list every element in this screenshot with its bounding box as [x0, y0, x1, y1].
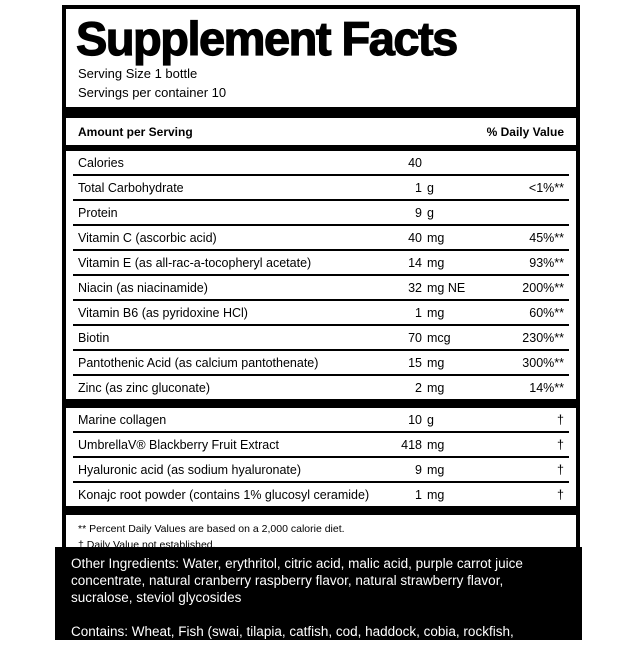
- nutrient-name: Vitamin C (ascorbic acid): [78, 230, 217, 245]
- table-header: Amount per Serving % Daily Value: [66, 118, 576, 145]
- nutrient-unit: g: [427, 205, 434, 220]
- table-row: Vitamin C (ascorbic acid) 40 mg 45%**: [73, 226, 569, 251]
- main-nutrients-table: Calories 40 Total Carbohydrate 1 g <1%**…: [73, 151, 569, 399]
- supplement-facts-panel: Supplement Facts Serving Size 1 bottle S…: [62, 5, 580, 563]
- ingredient-name: UmbrellaV® Blackberry Fruit Extract: [78, 437, 279, 452]
- nutrient-value: 40: [408, 155, 422, 170]
- nutrient-value: 14: [408, 255, 422, 270]
- nutrient-name: Biotin: [78, 330, 110, 345]
- ingredient-unit: mg: [427, 487, 445, 502]
- footnote-daily-values: ** Percent Daily Values are based on a 2…: [78, 523, 345, 535]
- divider-thick: [66, 506, 576, 515]
- divider-thick: [66, 107, 576, 118]
- blend-ingredients-table: Marine collagen 10 g † UmbrellaV® Blackb…: [73, 408, 569, 506]
- nutrient-name: Protein: [78, 205, 118, 220]
- table-row: Total Carbohydrate 1 g <1%**: [73, 176, 569, 201]
- nutrient-name: Vitamin E (as all-rac-a-tocopheryl aceta…: [78, 255, 312, 270]
- nutrient-daily-value: 300%**: [522, 355, 564, 370]
- nutrient-unit: mcg: [427, 330, 451, 345]
- nutrient-value: 1: [415, 305, 422, 320]
- nutrient-unit: mg: [427, 380, 445, 395]
- ingredient-value: 418: [401, 437, 422, 452]
- nutrient-value: 15: [408, 355, 422, 370]
- table-row: Biotin 70 mcg 230%**: [73, 326, 569, 351]
- ingredient-name: Marine collagen: [78, 412, 167, 427]
- nutrient-name: Zinc (as zinc gluconate): [78, 380, 211, 395]
- nutrient-daily-value: 60%**: [529, 305, 564, 320]
- nutrient-daily-value: 230%**: [522, 330, 564, 345]
- nutrient-value: 2: [415, 380, 422, 395]
- nutrient-unit: g: [427, 180, 434, 195]
- servings-per-container: Servings per container 10: [78, 85, 227, 100]
- ingredient-unit: mg: [427, 462, 445, 477]
- nutrient-daily-value: 93%**: [529, 255, 564, 270]
- table-row: UmbrellaV® Blackberry Fruit Extract 418 …: [73, 433, 569, 458]
- nutrient-daily-value: <1%**: [528, 180, 564, 195]
- column-percent-daily-value: % Daily Value: [486, 125, 564, 139]
- nutrient-name: Pantothenic Acid (as calcium pantothenat…: [78, 355, 319, 370]
- nutrient-unit: mg: [427, 255, 445, 270]
- ingredient-value: 10: [408, 412, 422, 427]
- table-row: Marine collagen 10 g †: [73, 408, 569, 433]
- nutrient-value: 1: [415, 180, 422, 195]
- table-row: Konajc root powder (contains 1% glucosyl…: [73, 483, 569, 506]
- ingredient-unit: mg: [427, 437, 445, 452]
- table-row: Vitamin B6 (as pyridoxine HCl) 1 mg 60%*…: [73, 301, 569, 326]
- table-row: Pantothenic Acid (as calcium pantothenat…: [73, 351, 569, 376]
- ingredient-name: Konajc root powder (contains 1% glucosyl…: [78, 487, 370, 502]
- nutrient-value: 40: [408, 230, 422, 245]
- nutrient-unit: mg: [427, 305, 445, 320]
- nutrient-name: Calories: [78, 155, 124, 170]
- table-row: Zinc (as zinc gluconate) 2 mg 14%**: [73, 376, 569, 399]
- ingredient-unit: g: [427, 412, 434, 427]
- nutrient-name: Total Carbohydrate: [78, 180, 184, 195]
- ingredient-daily-value: †: [557, 437, 564, 452]
- other-ingredients-text: Other Ingredients: Water, erythritol, ci…: [71, 556, 523, 605]
- ingredient-value: 1: [415, 487, 422, 502]
- nutrient-daily-value: 200%**: [522, 280, 564, 295]
- ingredient-name: Hyaluronic acid (as sodium hyaluronate): [78, 462, 302, 477]
- nutrient-value: 9: [415, 205, 422, 220]
- table-row: Vitamin E (as all-rac-a-tocopheryl aceta…: [73, 251, 569, 276]
- nutrient-daily-value: 14%**: [529, 380, 564, 395]
- ingredient-daily-value: †: [557, 462, 564, 477]
- nutrient-name: Niacin (as niacinamide): [78, 280, 208, 295]
- divider-thick: [66, 399, 576, 408]
- nutrient-value: 32: [408, 280, 422, 295]
- ingredient-value: 9: [415, 462, 422, 477]
- nutrient-unit: mg NE: [427, 280, 466, 295]
- ingredient-daily-value: †: [557, 487, 564, 502]
- divider-medium: [66, 145, 576, 151]
- table-row: Niacin (as niacinamide) 32 mg NE 200%**: [73, 276, 569, 301]
- nutrient-unit: mg: [427, 230, 445, 245]
- ingredients-footer: Other Ingredients: Water, erythritol, ci…: [55, 547, 582, 656]
- nutrient-unit: mg: [427, 355, 445, 370]
- panel-title: Supplement Facts: [75, 12, 459, 65]
- table-row: Protein 9 g: [73, 201, 569, 226]
- nutrient-daily-value: 45%**: [529, 230, 564, 245]
- serving-size: Serving Size 1 bottle: [78, 66, 198, 81]
- ingredient-daily-value: †: [557, 412, 564, 427]
- contains-allergens-text: Contains: Wheat, Fish (swai, tilapia, ca…: [71, 624, 514, 656]
- column-amount-per-serving: Amount per Serving: [78, 125, 193, 139]
- nutrient-name: Vitamin B6 (as pyridoxine HCl): [78, 305, 248, 320]
- table-row: Calories 40: [73, 151, 569, 176]
- table-row: Hyaluronic acid (as sodium hyaluronate) …: [73, 458, 569, 483]
- nutrient-value: 70: [408, 330, 422, 345]
